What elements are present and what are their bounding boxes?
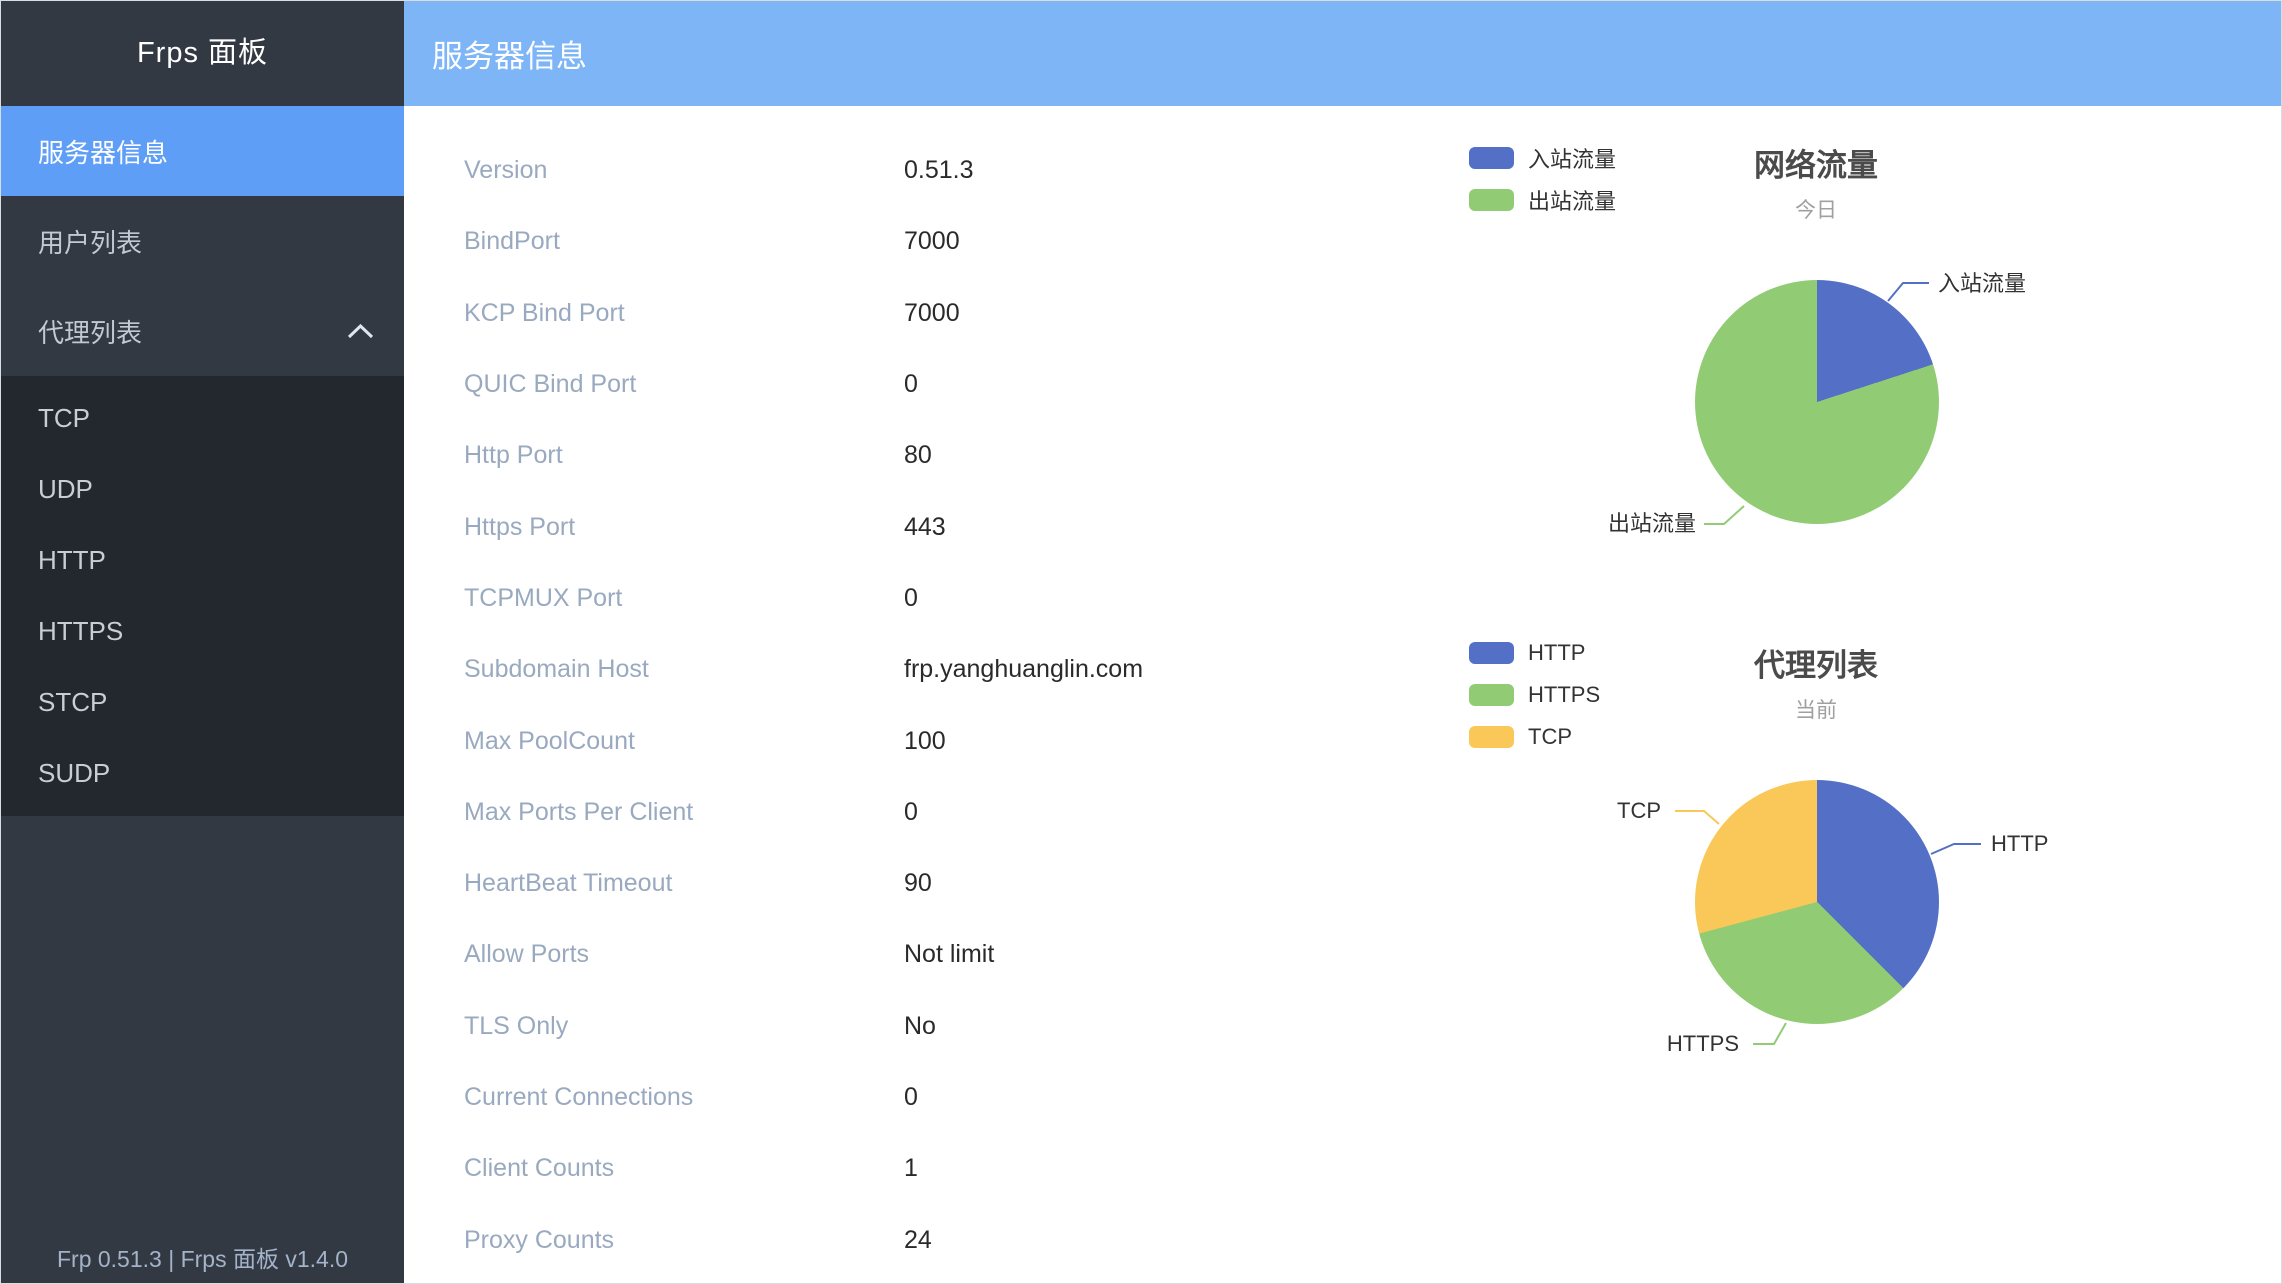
legend-item-http[interactable]: HTTP [1469, 640, 1600, 665]
legend-label: TCP [1528, 724, 1572, 749]
info-row: TCPMUX Port 0 [464, 563, 1404, 634]
legend-item-outbound[interactable]: 出站流量 [1469, 189, 1616, 214]
info-label: Proxy Counts [464, 1225, 615, 1254]
info-value: 0 [904, 797, 918, 826]
sidebar-subitem-udp[interactable]: UDP [38, 474, 93, 504]
legend-item-inbound[interactable]: 入站流量 [1469, 147, 1616, 172]
sidebar-item-user-list[interactable]: 用户列表 [1, 196, 404, 286]
pie-label-inbound: 入站流量 [1938, 271, 2027, 296]
app-title: Frps 面板 [136, 37, 269, 69]
pie-label-https: HTTPS [1666, 1031, 1739, 1056]
legend-label: HTTPS [1528, 682, 1601, 707]
sidebar-subitem-http[interactable]: HTTP [38, 545, 106, 575]
proxies-chart-title: 代理列表 [1754, 648, 1878, 683]
info-row: QUIC Bind Port 0 [464, 349, 1404, 420]
legend-label: 出站流量 [1528, 189, 1617, 214]
page-title: 服务器信息 [432, 39, 587, 74]
info-label: Max PoolCount [464, 726, 635, 755]
pie-label-tcp: TCP [1617, 798, 1661, 823]
traffic-legend: 入站流量 出站流量 [1469, 147, 1616, 231]
info-value: 0.51.3 [904, 156, 974, 185]
traffic-chart-title: 网络流量 [1754, 148, 1878, 183]
proxies-chart-subtitle: 当前 [1795, 699, 1837, 722]
info-row: Https Port 443 [464, 491, 1404, 562]
legend-swatch-inbound [1469, 147, 1514, 169]
chevron-up-icon [347, 323, 374, 338]
info-row: Version 0.51.3 [464, 135, 1404, 206]
info-row: BindPort 7000 [464, 206, 1404, 277]
info-value: 0 [904, 583, 918, 612]
proxy-submenu: TCP UDP HTTP HTTPS STCP SUDP [1, 376, 404, 816]
legend-label: 入站流量 [1528, 147, 1617, 172]
info-row: Http Port 80 [464, 420, 1404, 491]
proxies-legend: HTTP HTTPS TCP [1469, 640, 1601, 768]
info-label: HeartBeat Timeout [464, 869, 673, 898]
info-value: 443 [904, 512, 946, 541]
info-value: 0 [904, 1083, 918, 1111]
info-value: 0 [904, 370, 918, 399]
info-label: KCP Bind Port [464, 298, 625, 327]
server-info-list: Version 0.51.3 BindPort 7000 KCP Bind Po… [464, 135, 1404, 1276]
pie-label-outbound: 出站流量 [1607, 511, 1696, 536]
info-row: KCP Bind Port 7000 [464, 278, 1404, 349]
info-label: Client Counts [464, 1154, 615, 1183]
info-row: Max PoolCount 100 [464, 705, 1404, 776]
info-row: TLS Only No [464, 991, 1404, 1062]
info-value: 1 [904, 1154, 918, 1183]
info-value: No [904, 1011, 936, 1040]
info-row: Proxy Counts 24 [464, 1204, 1404, 1275]
info-value: frp.yanghuanglin.com [904, 655, 1144, 684]
sidebar-subitem-tcp[interactable]: TCP [38, 403, 90, 433]
traffic-chart-subtitle: 今日 [1795, 199, 1837, 222]
info-value: 7000 [904, 298, 960, 327]
sidebar: Frps 面板 服务器信息 用户列表 代理列表 TCP UDP HTTP HTT… [1, 1, 404, 1283]
sidebar-item-server-info[interactable]: 服务器信息 [1, 106, 404, 196]
info-row: Client Counts 1 [464, 1133, 1404, 1204]
sidebar-item-label: 服务器信息 [38, 137, 169, 168]
legend-label: HTTP [1528, 640, 1586, 665]
info-label: Max Ports Per Client [464, 797, 694, 826]
info-label: Https Port [464, 512, 576, 541]
legend-swatch-outbound [1469, 189, 1514, 211]
info-value: 7000 [904, 227, 960, 256]
info-label: Version [464, 156, 548, 185]
legend-swatch-https [1469, 684, 1514, 706]
info-label: Subdomain Host [464, 655, 649, 684]
info-label: Current Connections [464, 1083, 694, 1111]
info-row: HeartBeat Timeout 90 [464, 848, 1404, 919]
info-value: 24 [904, 1225, 932, 1254]
legend-swatch-http [1469, 642, 1514, 664]
sidebar-item-label: 代理列表 [38, 317, 143, 348]
sidebar-item-label: 用户列表 [38, 227, 143, 258]
legend-item-tcp[interactable]: TCP [1469, 724, 1600, 749]
info-label: Allow Ports [464, 940, 590, 969]
traffic-pie-chart[interactable] [1695, 280, 1939, 524]
sidebar-menu: 服务器信息 用户列表 代理列表 TCP UDP HTTP HTTPS STCP … [1, 106, 404, 816]
info-label: TCPMUX Port [464, 583, 623, 612]
info-value: 90 [904, 869, 932, 898]
info-row: Allow Ports Not limit [464, 919, 1404, 990]
info-value: Not limit [904, 940, 995, 969]
legend-swatch-tcp [1469, 726, 1514, 748]
proxies-pie-chart[interactable] [1695, 780, 1939, 1024]
pie-label-http: HTTP [1991, 831, 2049, 856]
info-label: TLS Only [464, 1011, 569, 1040]
info-row: Max Ports Per Client 0 [464, 777, 1404, 848]
version-footer: Frp 0.51.3 | Frps 面板 v1.4.0 [56, 1246, 349, 1272]
info-value: 80 [904, 441, 932, 470]
info-label: QUIC Bind Port [464, 370, 637, 399]
info-row: Subdomain Host frp.yanghuanglin.com [464, 634, 1404, 705]
info-value: 100 [904, 726, 946, 755]
info-row: Current Connections 0 [464, 1062, 1404, 1133]
sidebar-subitem-https[interactable]: HTTPS [38, 616, 124, 646]
page-header: 服务器信息 [404, 1, 2281, 106]
info-label: Http Port [464, 441, 563, 470]
info-label: BindPort [464, 227, 560, 256]
legend-item-https[interactable]: HTTPS [1469, 682, 1601, 707]
sidebar-item-proxy-list[interactable]: 代理列表 [1, 286, 404, 376]
sidebar-subitem-stcp[interactable]: STCP [38, 687, 108, 717]
sidebar-subitem-sudp[interactable]: SUDP [38, 758, 111, 788]
